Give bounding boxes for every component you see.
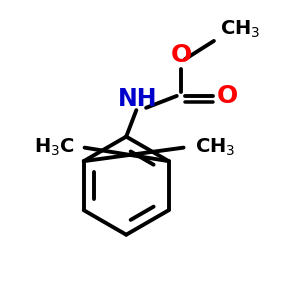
Text: CH$_3$: CH$_3$ <box>220 19 260 40</box>
Text: NH: NH <box>118 87 157 111</box>
Text: O: O <box>217 84 238 108</box>
Text: CH$_3$: CH$_3$ <box>195 137 235 158</box>
Text: O: O <box>171 43 192 67</box>
Text: H$_3$C: H$_3$C <box>34 137 75 158</box>
